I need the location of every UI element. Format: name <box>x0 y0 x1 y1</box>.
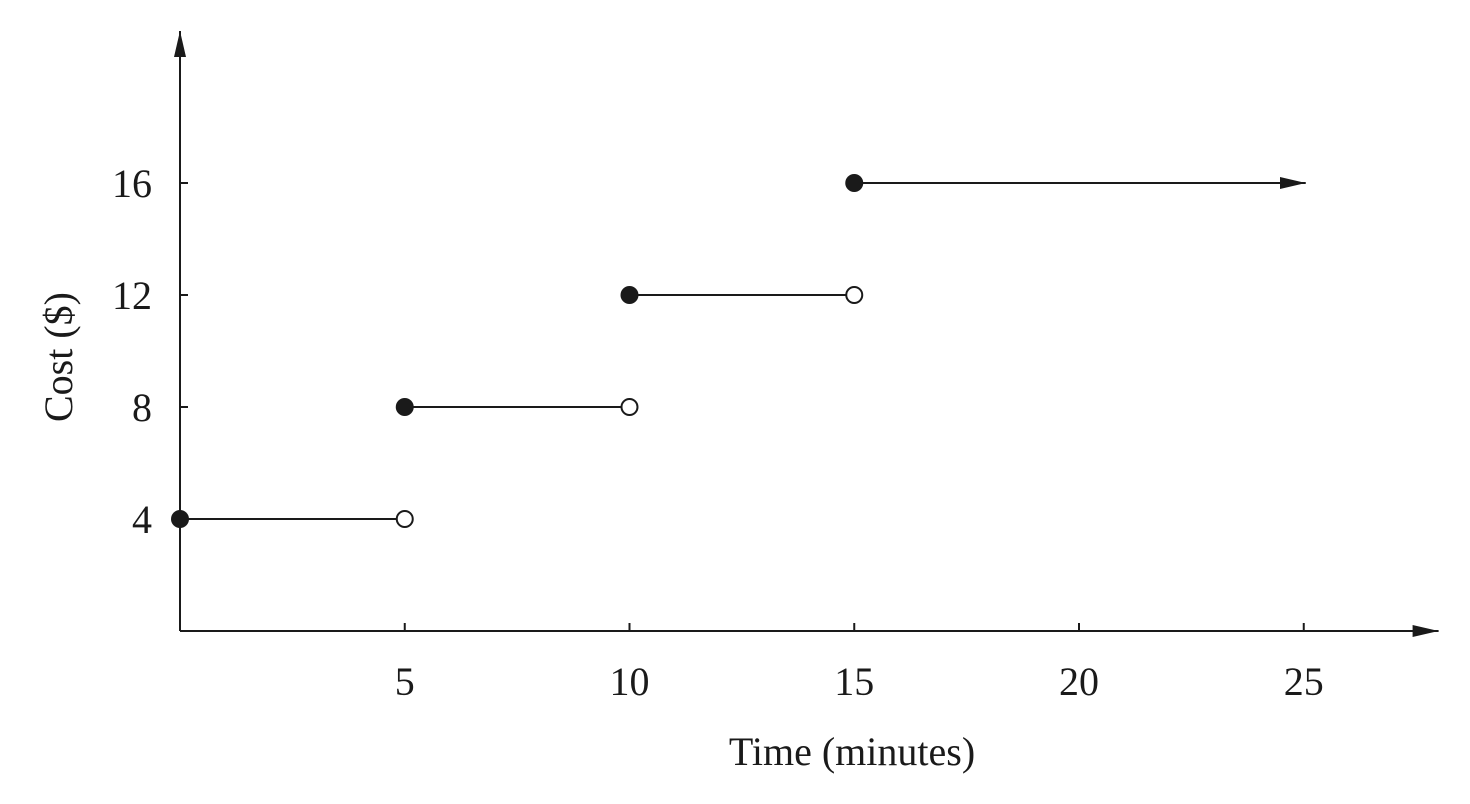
x-tick-label: 15 <box>834 659 874 704</box>
open-endpoint <box>845 286 864 304</box>
closed-endpoint <box>620 286 639 304</box>
x-tick-label: 10 <box>610 659 650 704</box>
y-axis-label: Cost ($) <box>36 292 81 422</box>
closed-endpoint <box>845 174 864 192</box>
open-endpoint <box>395 510 414 528</box>
y-tick-label: 4 <box>132 497 152 542</box>
open-endpoint <box>620 398 639 416</box>
x-tick-label: 25 <box>1284 659 1324 704</box>
y-tick-label: 16 <box>112 161 152 206</box>
y-tick-label: 12 <box>112 273 152 318</box>
x-tick-label: 20 <box>1059 659 1099 704</box>
closed-endpoint <box>171 510 189 528</box>
x-tick-label: 5 <box>395 659 415 704</box>
closed-endpoint <box>395 398 414 416</box>
y-tick-label: 8 <box>132 385 152 430</box>
x-axis-label: Time (minutes) <box>729 729 975 774</box>
